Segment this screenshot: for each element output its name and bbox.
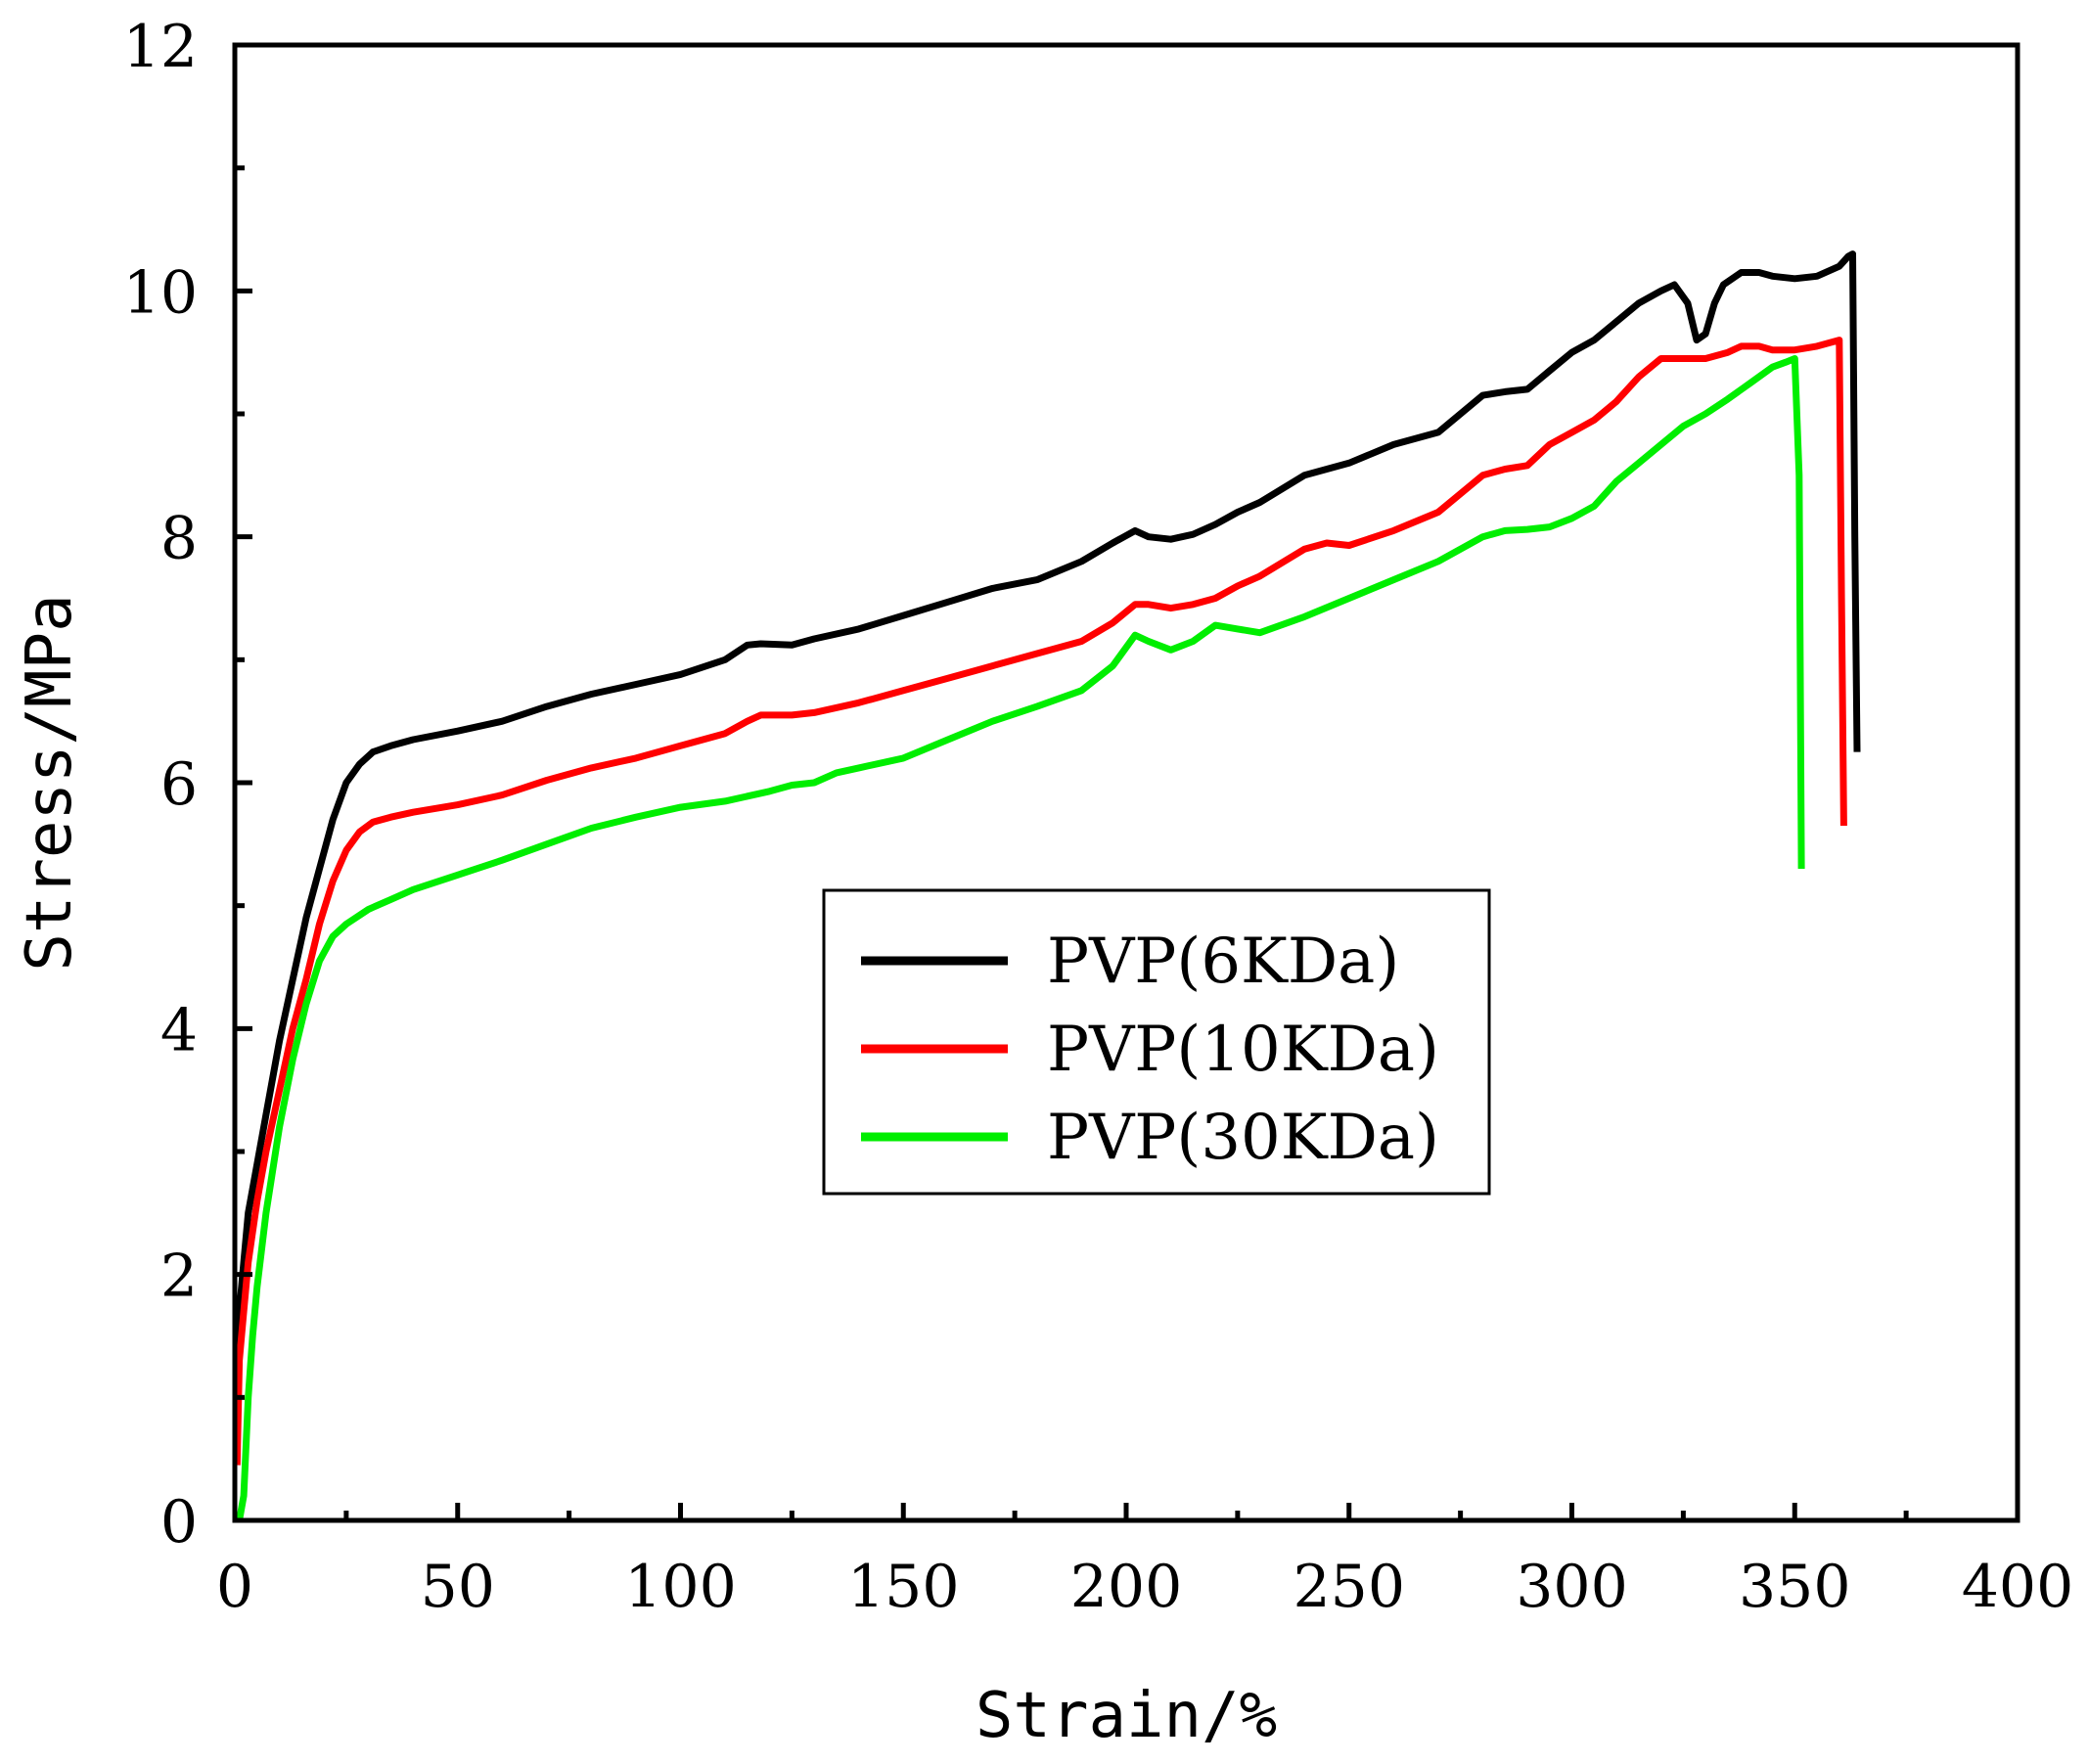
y-tick-label-0: 0: [160, 1488, 198, 1557]
x-tick-label-8: 400: [1962, 1553, 2074, 1621]
y-tick-label-5: 10: [123, 258, 198, 327]
x-tick-label-7: 350: [1739, 1553, 1851, 1621]
legend: PVP(6KDa) PVP(10KDa) PVP(30KDa): [822, 888, 1491, 1196]
x-tick-label-5: 250: [1293, 1553, 1405, 1621]
legend-box: [822, 888, 1491, 1196]
y-tick-label-2: 4: [160, 996, 198, 1064]
x-tick-label-2: 100: [624, 1553, 737, 1621]
legend-label-2: PVP(30KDa): [1047, 1102, 1439, 1174]
x-axis-title: Strain/%: [976, 1680, 1277, 1752]
y-tick-label-1: 2: [160, 1243, 198, 1311]
series-layer: [233, 250, 1861, 1521]
y-tick-label-4: 8: [160, 505, 198, 573]
axes-layer: 0 50 100 150 200 250 300 350 400 0 2 4 6 8 10 12 Strain/…: [14, 13, 2073, 1752]
series-line-1: [233, 337, 1847, 1466]
plot-frame: [232, 42, 2020, 1523]
x-tick-label-6: 300: [1516, 1553, 1628, 1621]
series-line-2: [236, 355, 1805, 1521]
y-tick-label-3: 6: [160, 750, 198, 819]
legend-label-0: PVP(6KDa): [1047, 926, 1399, 998]
legend-label-1: PVP(10KDa): [1047, 1014, 1439, 1086]
y-tick-label-6: 12: [123, 13, 198, 81]
x-tick-label-4: 200: [1070, 1553, 1183, 1621]
x-tick-label-1: 50: [421, 1553, 495, 1621]
series-line-0: [233, 250, 1861, 1410]
x-tick-label-3: 150: [847, 1553, 960, 1621]
x-tick-label-0: 0: [216, 1553, 253, 1621]
y-axis-title: Stress/MPa: [14, 594, 86, 971]
